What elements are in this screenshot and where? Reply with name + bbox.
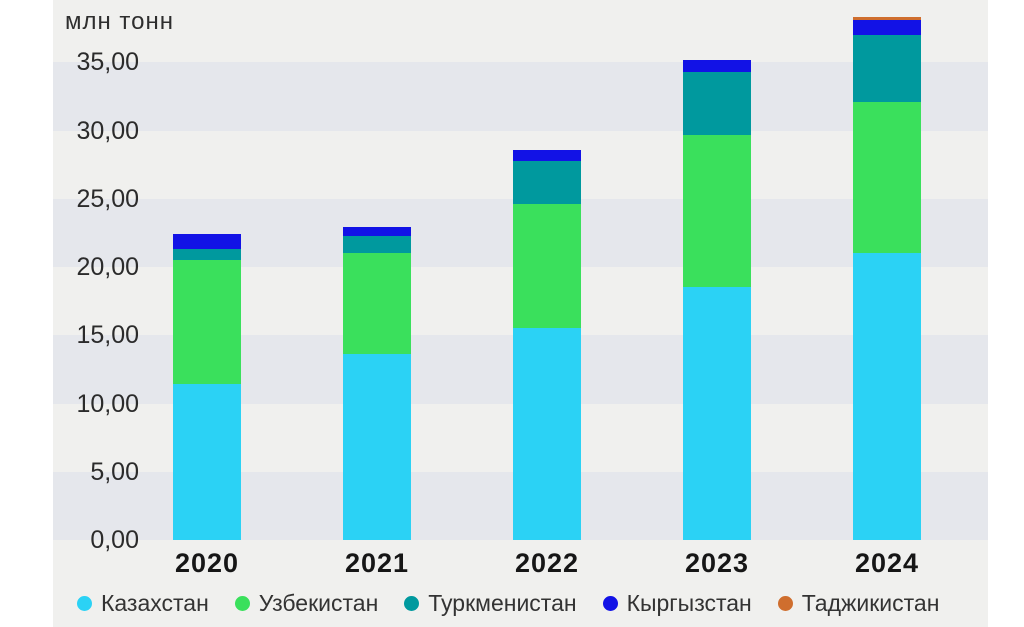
y-tick-label: 5,00 bbox=[90, 457, 139, 486]
bar-segment bbox=[683, 71, 751, 135]
legend-label: Казахстан bbox=[101, 590, 209, 616]
bar-segment bbox=[853, 253, 921, 540]
legend-dot-icon bbox=[234, 596, 250, 611]
y-tick-label: 25,00 bbox=[76, 184, 139, 213]
legend-label: Кыргызстан bbox=[626, 590, 752, 616]
x-axis-label: 2024 bbox=[854, 548, 920, 578]
bar-segment bbox=[853, 19, 921, 35]
bar-segment bbox=[173, 249, 241, 261]
legend-label: Узбекистан bbox=[258, 590, 379, 616]
x-axis-label: 2021 bbox=[344, 548, 410, 578]
bar-segment bbox=[173, 260, 241, 385]
bar-segment bbox=[513, 204, 581, 329]
legend-item: Узбекистан bbox=[234, 590, 379, 617]
y-axis-unit-label: млн тонн bbox=[65, 8, 175, 35]
bar-segment bbox=[173, 384, 241, 540]
bar-segment bbox=[683, 287, 751, 540]
bar-segment bbox=[853, 101, 921, 254]
bar-segment bbox=[343, 235, 411, 254]
legend-item: Кыргызстан bbox=[602, 590, 752, 617]
x-axis-label: 2022 bbox=[514, 548, 580, 578]
bar-segment bbox=[343, 354, 411, 540]
grid-band bbox=[53, 62, 988, 131]
legend-dot-icon bbox=[777, 596, 793, 611]
x-axis-label: 2020 bbox=[174, 548, 240, 578]
bar-segment bbox=[173, 234, 241, 250]
legend-item: Казахстан bbox=[77, 590, 209, 617]
bar-segment bbox=[853, 34, 921, 102]
legend-item: Таджикистан bbox=[777, 590, 940, 617]
bar-segment bbox=[343, 253, 411, 355]
bar-segment bbox=[513, 328, 581, 540]
y-tick-label: 15,00 bbox=[76, 321, 139, 350]
chart-panel: млн тонн 0,00 5,00 10,00 15,00 20,00 25,00 30,… bbox=[53, 0, 988, 627]
bar-segment bbox=[513, 149, 581, 161]
legend-label: Таджикистан bbox=[801, 590, 940, 616]
legend-label: Туркменистан bbox=[428, 590, 577, 616]
legend-item: Туркменистан bbox=[404, 590, 577, 617]
legend: Казахстан Узбекистан Туркменистан Кыргызста… bbox=[77, 590, 977, 617]
y-tick-label: 10,00 bbox=[76, 389, 139, 418]
bar-segment bbox=[343, 227, 411, 236]
y-tick-label: 30,00 bbox=[76, 116, 139, 145]
bar-segment bbox=[683, 59, 751, 72]
bar-segment bbox=[853, 16, 921, 20]
bar-segment bbox=[513, 160, 581, 205]
bar-segment bbox=[683, 134, 751, 288]
x-axis-label: 2023 bbox=[684, 548, 750, 578]
y-tick-label: 20,00 bbox=[76, 253, 139, 281]
y-tick-label: 0,00 bbox=[90, 526, 139, 554]
legend-dot-icon bbox=[77, 596, 92, 611]
y-tick-label: 35,00 bbox=[76, 48, 139, 77]
legend-dot-icon bbox=[602, 596, 618, 611]
legend-dot-icon bbox=[404, 596, 420, 611]
